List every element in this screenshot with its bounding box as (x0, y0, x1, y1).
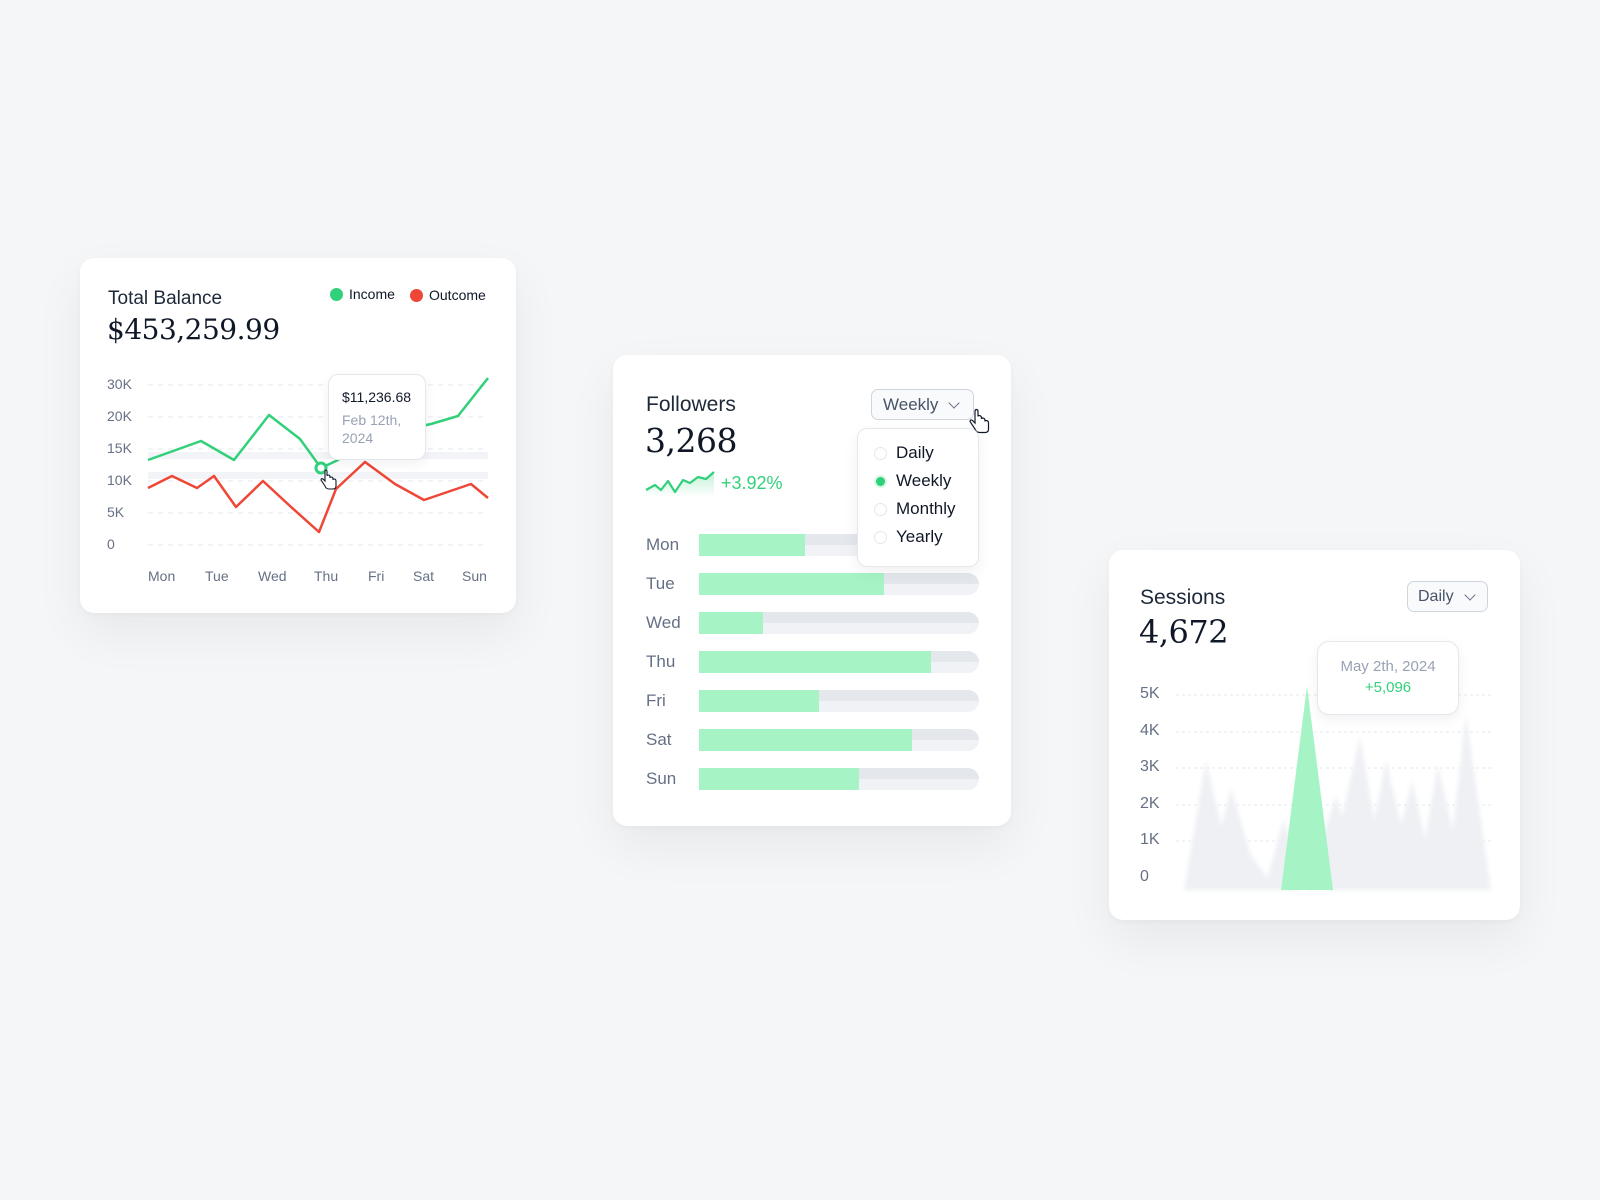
legend-outcome-label: Outcome (429, 287, 486, 303)
bar-row-tue: Tue (646, 572, 986, 596)
bar-label: Fri (646, 691, 666, 710)
pointer-cursor-icon (969, 408, 990, 434)
y-tick: 30K (107, 376, 132, 392)
period-dropdown-menu: Daily Weekly Monthly Yearly (857, 428, 979, 567)
income-dot-icon (330, 287, 343, 301)
outcome-dot-icon (410, 288, 423, 302)
balance-tooltip: $11,236.68 Feb 12th, 2024 (328, 374, 426, 460)
bar-row-wed: Wed (646, 611, 986, 635)
sessions-period-select[interactable]: Daily (1407, 581, 1488, 612)
bar-label: Sun (646, 769, 677, 788)
option-label: Yearly (896, 527, 943, 546)
x-tick: Sat (413, 568, 435, 584)
period-select[interactable]: Weekly (871, 389, 974, 420)
y-tick: 2K (1140, 795, 1160, 812)
radio-checked-icon (874, 474, 887, 488)
pointer-cursor-icon (320, 469, 337, 490)
y-tick: 4K (1140, 722, 1160, 739)
period-option-yearly[interactable]: Yearly (874, 527, 943, 547)
x-tick: Sun (462, 568, 487, 584)
followers-sparkline (645, 471, 715, 497)
bar-row-sat: Sat (646, 728, 986, 752)
period-select-value: Weekly (883, 394, 939, 414)
tooltip-date: May 2th, 2024 (1340, 658, 1436, 675)
y-tick: 10K (107, 472, 132, 488)
tooltip-date-line1: Feb 12th, (342, 412, 402, 428)
y-tick: 3K (1140, 758, 1160, 775)
option-label: Weekly (896, 471, 952, 490)
bar-fill (699, 729, 912, 751)
bar-label: Mon (646, 535, 680, 554)
y-tick: 5K (107, 504, 125, 520)
y-tick: 15K (107, 440, 132, 456)
x-tick: Wed (258, 568, 287, 584)
legend-income-label: Income (349, 286, 395, 302)
followers-title: Followers (646, 393, 736, 416)
bar-fill (699, 534, 806, 556)
radio-icon (874, 502, 887, 516)
followers-value: 3,268 (645, 421, 737, 460)
tooltip-value: $11,236.68 (342, 389, 412, 405)
x-tick: Thu (314, 568, 339, 584)
followers-card: Followers 3,268 +3.92% Weekly Mon Tue We… (613, 355, 1011, 826)
balance-title: Total Balance (108, 288, 223, 309)
x-tick: Tue (205, 568, 229, 584)
tooltip-value: +5,096 (1364, 679, 1412, 696)
bar-row-fri: Fri (646, 689, 986, 713)
bar-row-thu: Thu (646, 650, 986, 674)
bar-track (699, 612, 979, 634)
bar-fill (699, 690, 820, 712)
period-option-weekly[interactable]: Weekly (874, 471, 951, 491)
radio-icon (874, 446, 887, 460)
bar-fill (699, 612, 764, 634)
sessions-value: 4,672 (1139, 613, 1229, 651)
y-tick: 20K (107, 408, 132, 424)
bar-row-sun: Sun (646, 767, 986, 791)
tooltip-date-line2: 2024 (342, 430, 374, 446)
bar-track (699, 768, 979, 790)
bar-track (699, 729, 979, 751)
bar-fill (699, 651, 932, 673)
total-balance-card: Total Balance $453,259.99 Income Outcome… (80, 258, 516, 613)
followers-change: +3.92% (721, 473, 783, 493)
bar-fill (699, 768, 859, 790)
bar-track (699, 690, 979, 712)
balance-line-chart (147, 377, 489, 546)
sessions-area-chart (1176, 686, 1491, 890)
y-tick: 0 (1140, 868, 1149, 885)
bar-fill (699, 573, 884, 595)
legend-income[interactable]: Income (330, 286, 395, 302)
radio-icon (874, 530, 887, 544)
bar-label: Thu (646, 652, 676, 671)
bar-label: Wed (646, 613, 681, 632)
bar-label: Sat (646, 730, 672, 749)
sessions-period-value: Daily (1418, 587, 1454, 605)
legend-outcome[interactable]: Outcome (410, 287, 486, 303)
balance-value: $453,259.99 (107, 313, 280, 346)
sessions-tooltip: May 2th, 2024 +5,096 (1317, 641, 1459, 715)
sessions-card: Sessions 4,672 Daily 5K 4K 3K 2K 1K 0 (1109, 550, 1520, 920)
x-tick: Fri (368, 568, 385, 584)
x-tick: Mon (148, 568, 176, 584)
period-option-daily[interactable]: Daily (874, 443, 934, 463)
option-label: Daily (896, 443, 934, 462)
sessions-title: Sessions (1140, 586, 1226, 609)
option-label: Monthly (896, 499, 956, 518)
y-tick: 5K (1140, 685, 1160, 702)
chevron-down-icon (1463, 588, 1476, 601)
y-tick: 0 (107, 536, 115, 552)
period-option-monthly[interactable]: Monthly (874, 499, 956, 519)
bar-label: Tue (646, 574, 675, 593)
chevron-down-icon (948, 396, 961, 409)
bar-track (699, 651, 979, 673)
bar-track (699, 573, 979, 595)
y-tick: 1K (1140, 831, 1160, 848)
